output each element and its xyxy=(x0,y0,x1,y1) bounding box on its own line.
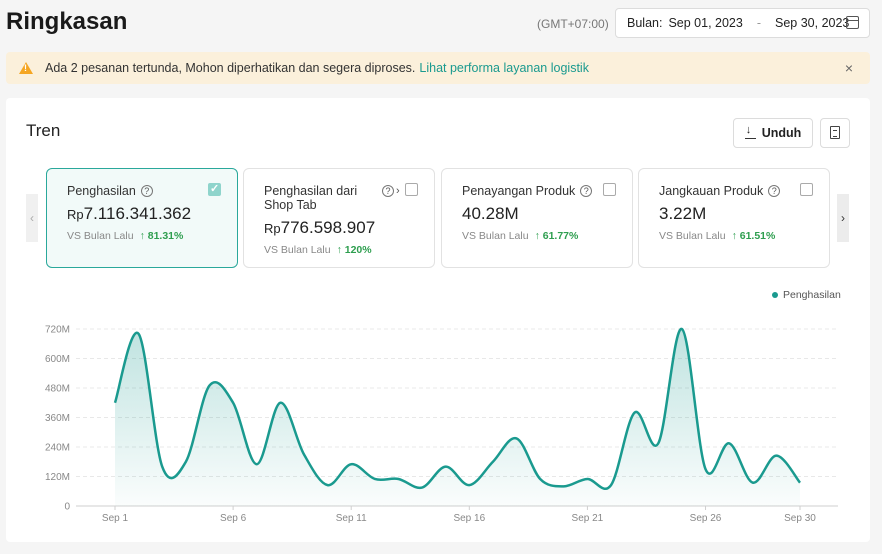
help-icon[interactable]: ? xyxy=(768,185,781,197)
date-start[interactable]: Sep 01, 2023 xyxy=(668,16,743,30)
metric-checkbox[interactable] xyxy=(800,183,813,196)
x-tick-label: Sep 16 xyxy=(453,513,485,524)
timezone-label: (GMT+07:00) xyxy=(537,17,609,31)
legend-dot xyxy=(772,292,778,298)
metric-value: 40.28M xyxy=(462,204,519,223)
report-button[interactable] xyxy=(820,118,850,148)
carousel-next-button[interactable]: › xyxy=(837,194,849,242)
metric-name: Jangkauan Produk xyxy=(659,184,764,198)
logistics-performance-link[interactable]: Lihat performa layanan logistik xyxy=(419,61,589,75)
x-tick-label: Sep 1 xyxy=(102,513,129,524)
metric-card-penayangan[interactable]: Penayangan Produk? 40.28M VS Bulan Lalu ↑… xyxy=(441,168,633,268)
date-separator: - xyxy=(756,16,761,30)
metric-change: ↑ 81.31% xyxy=(139,230,184,242)
download-button[interactable]: Unduh xyxy=(733,118,813,148)
warning-icon xyxy=(19,62,33,74)
panel-title: Tren xyxy=(26,121,61,140)
chevron-right-icon: › xyxy=(841,211,845,225)
calendar-icon[interactable] xyxy=(846,16,859,29)
x-tick-label: Sep 21 xyxy=(572,513,604,524)
x-tick-label: Sep 26 xyxy=(690,513,722,524)
series-area-penghasilan xyxy=(115,328,800,506)
x-tick-label: Sep 30 xyxy=(784,513,816,524)
y-tick-label: 240M xyxy=(45,443,70,454)
y-tick-label: 0 xyxy=(64,502,70,513)
chevron-right-icon: › xyxy=(396,185,400,197)
y-tick-label: 360M xyxy=(45,413,70,424)
chevron-left-icon: ‹ xyxy=(30,211,34,225)
metric-currency: Rp xyxy=(67,207,84,222)
chart-legend[interactable]: Penghasilan xyxy=(772,289,841,301)
metric-name: Penayangan Produk xyxy=(462,184,576,198)
metric-change: ↑ 120% xyxy=(336,244,372,256)
metric-checkbox[interactable] xyxy=(208,182,221,196)
metric-currency: Rp xyxy=(264,221,281,236)
page-title: Ringkasan xyxy=(6,8,128,35)
metric-checkbox[interactable] xyxy=(405,183,418,196)
help-icon[interactable]: ? xyxy=(580,185,593,197)
close-icon[interactable]: × xyxy=(844,60,853,76)
date-label: Bulan: xyxy=(627,16,663,30)
y-tick-label: 720M xyxy=(45,325,70,336)
y-tick-label: 480M xyxy=(45,384,70,395)
download-label: Unduh xyxy=(761,126,802,140)
pending-orders-notice: Ada 2 pesanan tertunda, Mohon diperhatik… xyxy=(6,52,870,84)
carousel-prev-button[interactable]: ‹ xyxy=(26,194,38,242)
date-range-picker[interactable]: Bulan: Sep 01, 2023 - Sep 30, 2023 xyxy=(615,8,870,38)
metric-compare-label: VS Bulan Lalu xyxy=(462,230,529,242)
x-tick-label: Sep 6 xyxy=(220,513,247,524)
metric-compare-label: VS Bulan Lalu xyxy=(659,230,726,242)
metric-compare-label: VS Bulan Lalu xyxy=(264,244,331,256)
notice-text: Ada 2 pesanan tertunda, Mohon diperhatik… xyxy=(45,61,416,75)
legend-label: Penghasilan xyxy=(783,289,841,301)
clipboard-icon xyxy=(830,126,840,139)
help-icon[interactable]: ? xyxy=(382,185,394,197)
metric-value: 776.598.907 xyxy=(280,218,376,237)
metric-change: ↑ 61.77% xyxy=(534,230,579,242)
download-icon xyxy=(744,124,756,139)
metric-change: ↑ 61.51% xyxy=(731,230,776,242)
help-icon[interactable]: ? xyxy=(140,185,153,197)
metric-value: 3.22M xyxy=(659,204,707,223)
metric-value: 7.116.341.362 xyxy=(83,204,192,223)
metric-name: Penghasilan dari Shop Tab xyxy=(264,184,358,212)
metric-compare-label: VS Bulan Lalu xyxy=(67,230,134,242)
date-end[interactable]: Sep 30, 2023 xyxy=(775,16,850,30)
metric-card-shop-tab[interactable]: Penghasilan dari Shop Tab? › Rp776.598.90… xyxy=(243,168,435,268)
series-line-penghasilan xyxy=(113,327,801,490)
metric-card-penghasilan[interactable]: Penghasilan? Rp7.116.341.362 VS Bulan La… xyxy=(46,168,238,268)
metric-card-jangkauan[interactable]: Jangkauan Produk? 3.22M VS Bulan Lalu ↑ 6… xyxy=(638,168,830,268)
y-tick-label: 120M xyxy=(45,472,70,483)
y-tick-label: 600M xyxy=(45,354,70,365)
metric-name: Penghasilan xyxy=(67,184,136,198)
metric-checkbox[interactable] xyxy=(603,183,616,196)
x-tick-label: Sep 11 xyxy=(336,513,367,524)
